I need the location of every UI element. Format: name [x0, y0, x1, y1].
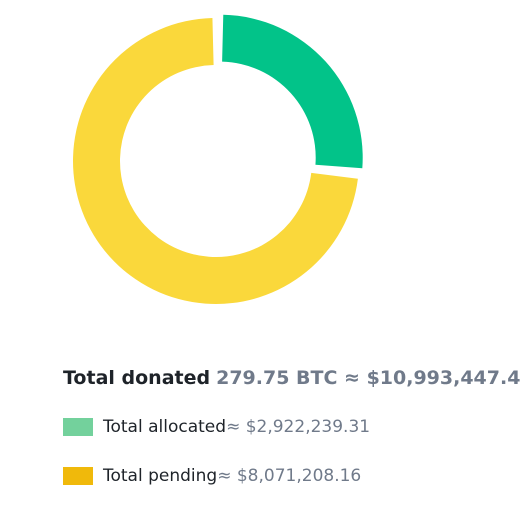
chart-title: Total donated 279.75 BTC ≈ $10,993,447.47 — [63, 367, 520, 389]
value-label: ≈ $8,071,208.16 — [217, 466, 361, 486]
legend-label: Total pending — [102, 466, 217, 486]
legend-swatch — [63, 418, 93, 436]
title: Total donated — [63, 367, 210, 389]
donut-slice — [222, 14, 363, 169]
legend-entry: Total pending≈ $8,071,208.16 — [102, 466, 361, 486]
legend-label: Total allocated — [102, 417, 226, 437]
legend-swatch — [63, 467, 93, 485]
subtitle: 279.75 BTC ≈ $10,993,447.47 — [216, 367, 520, 389]
legend-entry: Total allocated≈ $2,922,239.31 — [102, 417, 370, 437]
donut-slice — [72, 18, 358, 305]
value-label: ≈ $2,922,239.31 — [226, 417, 370, 437]
